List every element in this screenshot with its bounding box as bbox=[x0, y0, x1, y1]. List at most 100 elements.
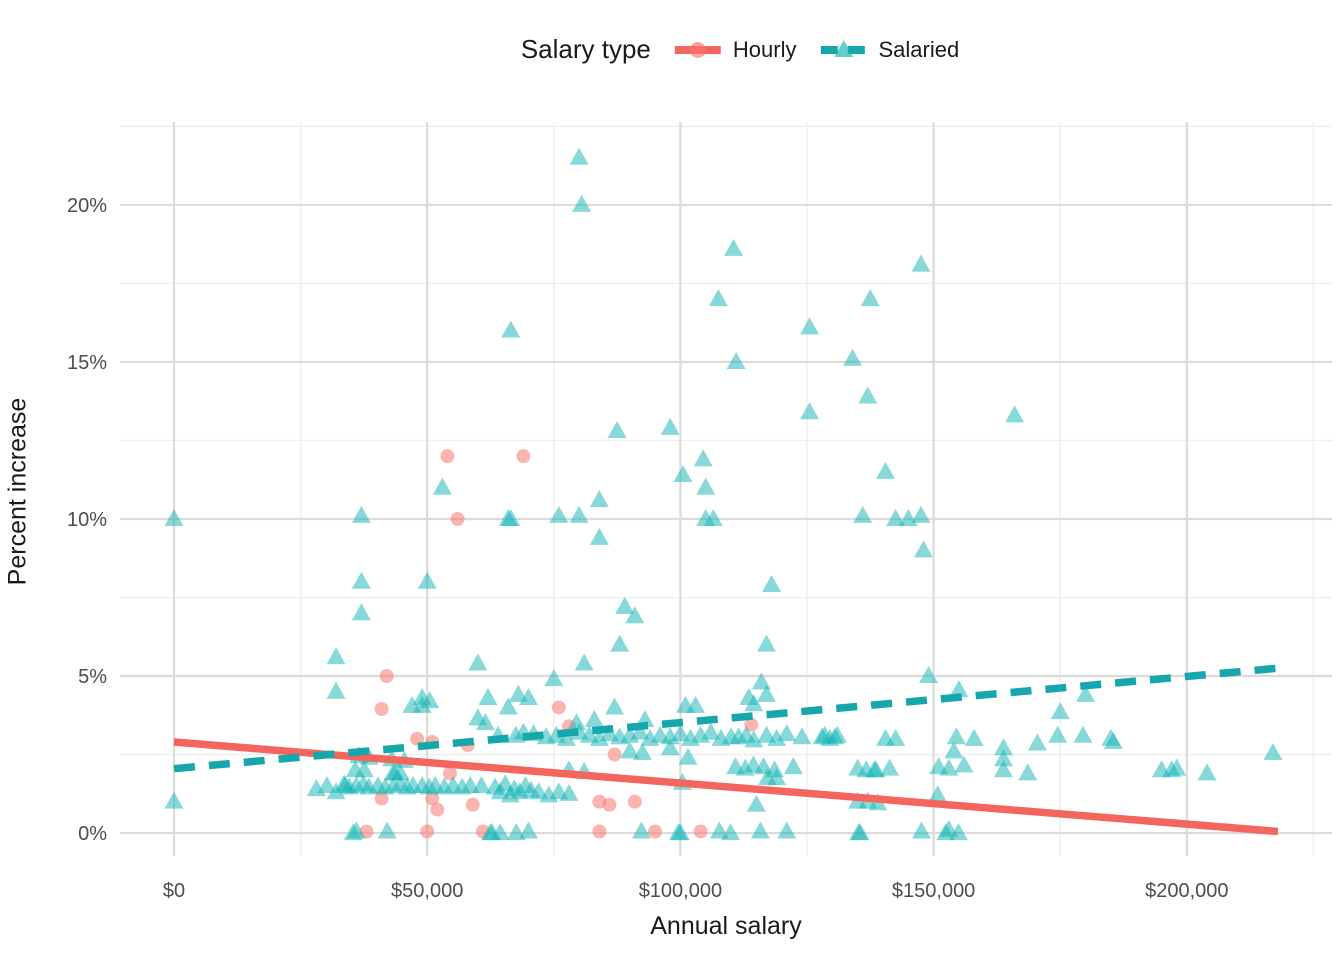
point-salaried bbox=[709, 821, 729, 839]
point-salaried bbox=[919, 666, 939, 684]
point-salaried bbox=[660, 738, 680, 756]
point-salaried bbox=[800, 402, 820, 420]
point-salaried bbox=[751, 672, 771, 690]
point-salaried bbox=[928, 785, 948, 803]
legend: Salary type Hourly Salaried bbox=[521, 34, 959, 65]
point-hourly bbox=[607, 747, 622, 762]
point-salaried bbox=[777, 821, 797, 839]
y-tick-label: 20% bbox=[67, 195, 107, 217]
point-salaried bbox=[800, 317, 820, 335]
point-salaried bbox=[866, 760, 886, 778]
point-salaried bbox=[549, 505, 569, 523]
point-salaried bbox=[631, 821, 651, 839]
point-hourly bbox=[602, 797, 617, 812]
point-salaried bbox=[693, 449, 713, 467]
point-salaried bbox=[569, 505, 589, 523]
point-salaried bbox=[326, 681, 346, 699]
x-tick-label: $50,000 bbox=[391, 880, 463, 902]
point-salaried bbox=[620, 741, 640, 759]
point-salaried bbox=[777, 724, 797, 742]
y-tick-label: 10% bbox=[67, 509, 107, 531]
hourly-line-circle-icon bbox=[674, 41, 721, 58]
point-salaried bbox=[756, 684, 776, 702]
point-salaried bbox=[468, 653, 488, 671]
point-hourly bbox=[379, 669, 394, 684]
point-salaried bbox=[1263, 742, 1283, 760]
x-tick-label: $200,000 bbox=[1145, 880, 1228, 902]
point-salaried bbox=[670, 823, 690, 841]
point-salaried bbox=[767, 728, 787, 746]
point-salaried bbox=[948, 823, 968, 841]
point-salaried bbox=[432, 477, 452, 495]
point-salaried bbox=[703, 508, 723, 526]
point-salaried bbox=[850, 823, 870, 841]
x-tick-label: $100,000 bbox=[639, 880, 722, 902]
point-hourly bbox=[440, 449, 455, 464]
point-salaried bbox=[744, 730, 764, 748]
point-salaried bbox=[544, 669, 564, 687]
point-salaried bbox=[317, 775, 337, 793]
point-salaried bbox=[567, 713, 587, 731]
point-salaried bbox=[501, 508, 521, 526]
point-salaried bbox=[589, 527, 609, 545]
point-salaried bbox=[377, 821, 397, 839]
point-salaried bbox=[827, 725, 847, 743]
point-salaried bbox=[660, 417, 680, 435]
point-salaried bbox=[792, 727, 812, 745]
point-salaried bbox=[875, 461, 895, 479]
point-salaried bbox=[326, 647, 346, 665]
point-salaried bbox=[843, 348, 863, 366]
point-salaried bbox=[572, 194, 592, 212]
point-salaried bbox=[351, 571, 371, 589]
point-salaried bbox=[584, 710, 604, 728]
point-salaried bbox=[390, 763, 410, 781]
point-salaried bbox=[478, 688, 498, 706]
point-salaried bbox=[417, 571, 437, 589]
point-salaried bbox=[708, 289, 728, 307]
point-salaried bbox=[1073, 725, 1093, 743]
point-salaried bbox=[949, 680, 969, 698]
point-hourly bbox=[648, 824, 663, 839]
point-salaried bbox=[686, 695, 706, 713]
point-salaried bbox=[756, 725, 776, 743]
point-salaried bbox=[546, 725, 566, 743]
point-salaried bbox=[886, 508, 906, 526]
point-salaried bbox=[615, 596, 635, 614]
point-salaried bbox=[471, 775, 491, 793]
point-salaried bbox=[354, 760, 374, 778]
point-salaried bbox=[911, 254, 931, 272]
point-salaried bbox=[880, 758, 900, 776]
point-salaried bbox=[721, 823, 741, 841]
point-salaried bbox=[630, 722, 650, 740]
point-salaried bbox=[993, 749, 1013, 767]
point-salaried bbox=[610, 634, 630, 652]
point-salaried bbox=[911, 505, 931, 523]
legend-item-hourly: Hourly bbox=[673, 36, 796, 64]
point-hourly bbox=[516, 449, 531, 464]
salaried-dash-triangle-icon bbox=[820, 39, 867, 57]
point-salaried bbox=[670, 724, 690, 742]
point-salaried bbox=[853, 505, 873, 523]
point-hourly bbox=[430, 802, 445, 817]
point-salaried bbox=[860, 289, 880, 307]
point-salaried bbox=[750, 821, 770, 839]
y-axis-title: Percent increase bbox=[3, 397, 32, 586]
point-salaried bbox=[746, 794, 766, 812]
point-salaried bbox=[569, 147, 589, 165]
x-tick-label: $150,000 bbox=[892, 880, 975, 902]
point-hourly bbox=[627, 794, 642, 809]
point-salaried bbox=[767, 768, 787, 786]
point-salaried bbox=[1005, 405, 1025, 423]
point-hourly bbox=[374, 702, 389, 717]
point-salaried bbox=[164, 791, 184, 809]
point-salaried bbox=[1197, 763, 1217, 781]
point-salaried bbox=[762, 574, 782, 592]
point-salaried bbox=[944, 741, 964, 759]
point-salaried bbox=[993, 738, 1013, 756]
trend-hourly bbox=[173, 738, 1279, 836]
point-salaried bbox=[625, 606, 645, 624]
point-salaried bbox=[607, 421, 627, 439]
point-hourly bbox=[693, 824, 708, 839]
point-salaried bbox=[468, 708, 488, 726]
point-salaried bbox=[993, 760, 1013, 778]
